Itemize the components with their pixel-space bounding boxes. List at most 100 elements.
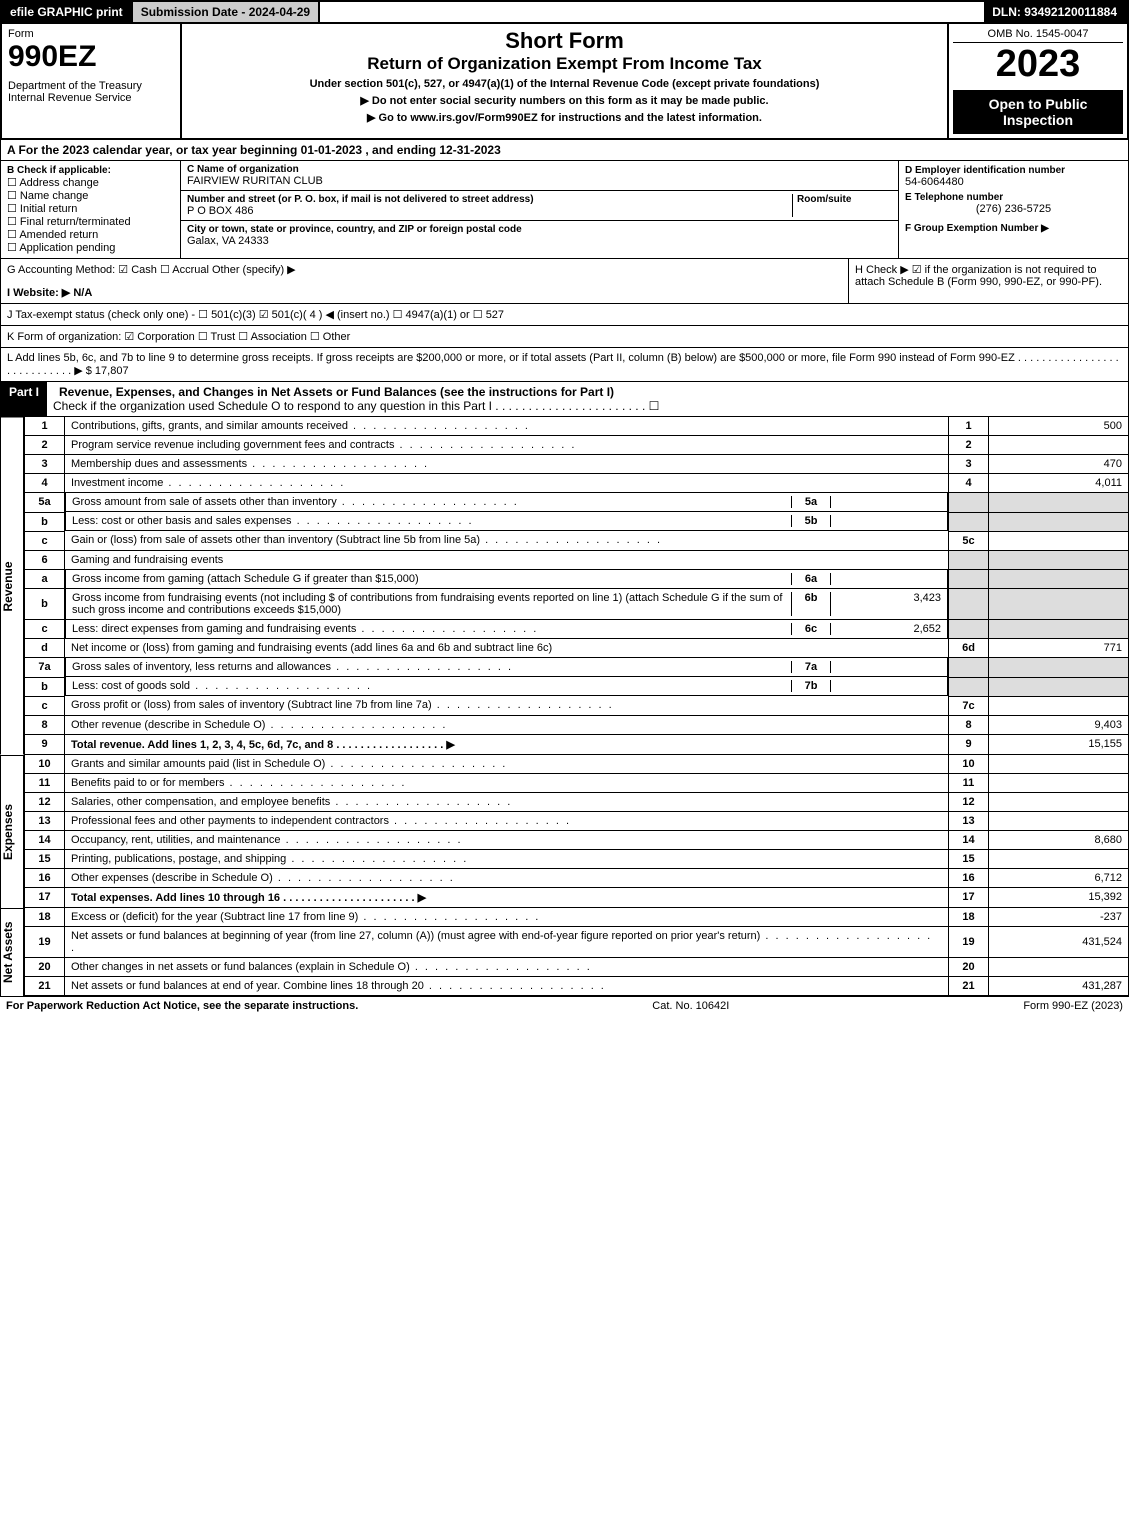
c-city-label: City or town, state or province, country… bbox=[187, 224, 892, 235]
chk-final-return[interactable]: Final return/terminated bbox=[7, 215, 174, 228]
tax-year: 2023 bbox=[953, 43, 1123, 86]
col-c: C Name of organization FAIRVIEW RURITAN … bbox=[181, 161, 898, 258]
line-11: 11Benefits paid to or for members11 bbox=[25, 773, 1129, 792]
line-7b: bLess: cost of goods sold7b bbox=[25, 677, 1129, 696]
revenue-section: Revenue 1Contributions, gifts, grants, a… bbox=[0, 417, 1129, 755]
line-6c: cLess: direct expenses from gaming and f… bbox=[25, 620, 1129, 639]
section-b-c-d: B Check if applicable: Address change Na… bbox=[0, 161, 1129, 259]
form-label: Form bbox=[8, 28, 174, 40]
d-label: D Employer identification number bbox=[905, 165, 1122, 176]
dln: DLN: 93492120011884 bbox=[984, 2, 1127, 22]
g-h-row: G Accounting Method: ☑ Cash ☐ Accrual Ot… bbox=[0, 259, 1129, 304]
netassets-table: 18Excess or (deficit) for the year (Subt… bbox=[24, 908, 1129, 996]
efile-label[interactable]: efile GRAPHIC print bbox=[2, 2, 133, 22]
note-link[interactable]: ▶ Go to www.irs.gov/Form990EZ for instru… bbox=[186, 111, 943, 124]
netassets-vlabel: Net Assets bbox=[0, 908, 24, 996]
line-g: G Accounting Method: ☑ Cash ☐ Accrual Ot… bbox=[7, 263, 842, 276]
line-15: 15Printing, publications, postage, and s… bbox=[25, 849, 1129, 868]
line-19: 19Net assets or fund balances at beginni… bbox=[25, 926, 1129, 957]
line-9: 9Total revenue. Add lines 1, 2, 3, 4, 5c… bbox=[25, 734, 1129, 754]
line-6: 6Gaming and fundraising events bbox=[25, 550, 1129, 569]
c-street-label: Number and street (or P. O. box, if mail… bbox=[187, 194, 792, 205]
b-label: B Check if applicable: bbox=[7, 165, 174, 176]
line-10: 10Grants and similar amounts paid (list … bbox=[25, 755, 1129, 774]
telephone: (276) 236-5725 bbox=[905, 203, 1122, 215]
col-d-e-f: D Employer identification number 54-6064… bbox=[898, 161, 1128, 258]
omb-number: OMB No. 1545-0047 bbox=[953, 28, 1123, 43]
org-street: P O BOX 486 bbox=[187, 205, 792, 217]
header-left: Form 990EZ Department of the Treasury In… bbox=[2, 24, 182, 138]
line-6d: dNet income or (loss) from gaming and fu… bbox=[25, 639, 1129, 658]
line-5b: bLess: cost or other basis and sales exp… bbox=[25, 512, 1129, 531]
line-12: 12Salaries, other compensation, and empl… bbox=[25, 792, 1129, 811]
line-h: H Check ▶ ☑ if the organization is not r… bbox=[848, 259, 1128, 303]
under-section: Under section 501(c), 527, or 4947(a)(1)… bbox=[186, 78, 943, 90]
org-city: Galax, VA 24333 bbox=[187, 235, 892, 247]
chk-name-change[interactable]: Name change bbox=[7, 189, 174, 202]
form-number: 990EZ bbox=[8, 40, 174, 74]
line-2: 2Program service revenue including gover… bbox=[25, 436, 1129, 455]
line-1: 1Contributions, gifts, grants, and simil… bbox=[25, 417, 1129, 436]
footer-left: For Paperwork Reduction Act Notice, see … bbox=[6, 1000, 358, 1012]
topbar: efile GRAPHIC print Submission Date - 20… bbox=[0, 0, 1129, 24]
col-b: B Check if applicable: Address change Na… bbox=[1, 161, 181, 258]
line-6b: bGross income from fundraising events (n… bbox=[25, 589, 1129, 620]
c-name-label: C Name of organization bbox=[187, 164, 892, 175]
f-label: F Group Exemption Number ▶ bbox=[905, 223, 1122, 234]
line-k: K Form of organization: ☑ Corporation ☐ … bbox=[0, 326, 1129, 348]
part-i-header: Part I Revenue, Expenses, and Changes in… bbox=[0, 382, 1129, 417]
footer-right: Form 990-EZ (2023) bbox=[1023, 1000, 1123, 1012]
chk-application-pending[interactable]: Application pending bbox=[7, 241, 174, 254]
line-8: 8Other revenue (describe in Schedule O)8… bbox=[25, 715, 1129, 734]
c-name-cell: C Name of organization FAIRVIEW RURITAN … bbox=[181, 161, 898, 191]
title-sub: Return of Organization Exempt From Incom… bbox=[186, 54, 943, 74]
line-4: 4Investment income44,011 bbox=[25, 474, 1129, 493]
line-20: 20Other changes in net assets or fund ba… bbox=[25, 957, 1129, 976]
chk-amended-return[interactable]: Amended return bbox=[7, 228, 174, 241]
org-name: FAIRVIEW RURITAN CLUB bbox=[187, 175, 892, 187]
dept-label: Department of the Treasury Internal Reve… bbox=[8, 80, 174, 104]
chk-initial-return[interactable]: Initial return bbox=[7, 202, 174, 215]
expenses-vlabel: Expenses bbox=[0, 755, 24, 908]
c-city-cell: City or town, state or province, country… bbox=[181, 221, 898, 250]
line-17: 17Total expenses. Add lines 10 through 1… bbox=[25, 887, 1129, 907]
header-mid: Short Form Return of Organization Exempt… bbox=[182, 24, 947, 138]
line-5c: cGain or (loss) from sale of assets othe… bbox=[25, 531, 1129, 550]
footer: For Paperwork Reduction Act Notice, see … bbox=[0, 996, 1129, 1015]
title-main: Short Form bbox=[186, 28, 943, 54]
g-h-left: G Accounting Method: ☑ Cash ☐ Accrual Ot… bbox=[1, 259, 848, 303]
line-7c: cGross profit or (loss) from sales of in… bbox=[25, 696, 1129, 715]
chk-address-change[interactable]: Address change bbox=[7, 176, 174, 189]
footer-mid: Cat. No. 10642I bbox=[652, 1000, 729, 1012]
expenses-section: Expenses 10Grants and similar amounts pa… bbox=[0, 755, 1129, 908]
netassets-section: Net Assets 18Excess or (deficit) for the… bbox=[0, 908, 1129, 996]
line-i: I Website: ▶ N/A bbox=[7, 286, 842, 299]
line-7a: 7aGross sales of inventory, less returns… bbox=[25, 658, 1129, 678]
part-i-label: Part I bbox=[1, 382, 47, 416]
line-18: 18Excess or (deficit) for the year (Subt… bbox=[25, 908, 1129, 927]
form-header: Form 990EZ Department of the Treasury In… bbox=[0, 24, 1129, 140]
part-i-check: Check if the organization used Schedule … bbox=[53, 399, 659, 413]
revenue-table: 1Contributions, gifts, grants, and simil… bbox=[24, 417, 1129, 755]
open-public-inspection: Open to Public Inspection bbox=[953, 90, 1123, 134]
ein: 54-6064480 bbox=[905, 176, 1122, 188]
line-a: A For the 2023 calendar year, or tax yea… bbox=[0, 140, 1129, 161]
note-ssn: ▶ Do not enter social security numbers o… bbox=[186, 94, 943, 107]
line-l: L Add lines 5b, 6c, and 7b to line 9 to … bbox=[0, 348, 1129, 382]
c-street-cell: Number and street (or P. O. box, if mail… bbox=[181, 191, 898, 221]
line-13: 13Professional fees and other payments t… bbox=[25, 811, 1129, 830]
line-6a: aGross income from gaming (attach Schedu… bbox=[25, 569, 1129, 589]
submission-date: Submission Date - 2024-04-29 bbox=[133, 2, 320, 22]
line-21: 21Net assets or fund balances at end of … bbox=[25, 976, 1129, 995]
line-16: 16Other expenses (describe in Schedule O… bbox=[25, 868, 1129, 887]
revenue-vlabel: Revenue bbox=[0, 417, 24, 755]
c-room-label: Room/suite bbox=[797, 194, 892, 205]
line-j: J Tax-exempt status (check only one) - ☐… bbox=[0, 304, 1129, 326]
line-5a: 5aGross amount from sale of assets other… bbox=[25, 493, 1129, 513]
topbar-spacer bbox=[320, 2, 984, 22]
header-right: OMB No. 1545-0047 2023 Open to Public In… bbox=[947, 24, 1127, 138]
line-3: 3Membership dues and assessments3470 bbox=[25, 455, 1129, 474]
expenses-table: 10Grants and similar amounts paid (list … bbox=[24, 755, 1129, 908]
line-14: 14Occupancy, rent, utilities, and mainte… bbox=[25, 830, 1129, 849]
e-label: E Telephone number bbox=[905, 192, 1122, 203]
